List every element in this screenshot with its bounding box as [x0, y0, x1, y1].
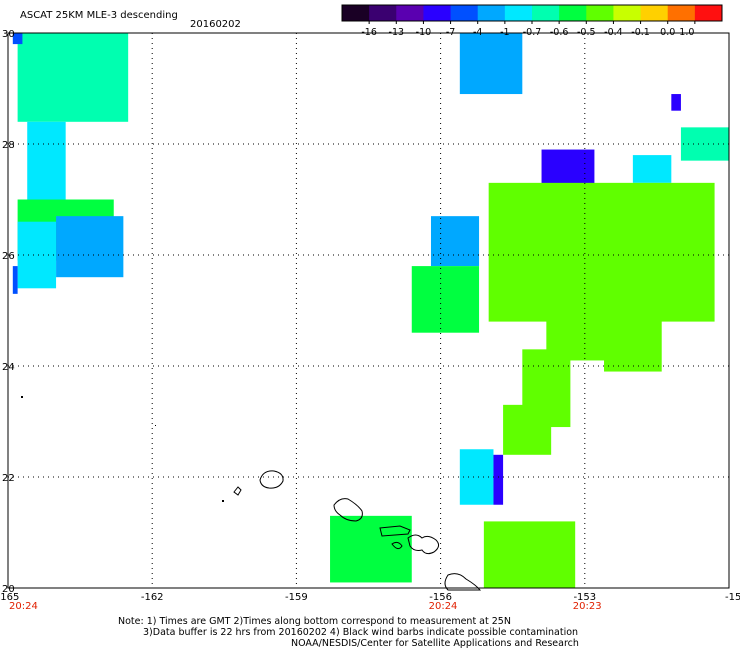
heatmap-cell-19 — [459, 449, 494, 505]
x-tick-label-0: -165 — [0, 592, 19, 603]
heatmap-cell-7 — [459, 33, 523, 95]
island-hawaii — [444, 573, 482, 591]
heatmap-cell-12 — [430, 216, 480, 267]
island-dot-3 — [222, 500, 224, 502]
heatmap-cell-16 — [604, 316, 662, 372]
colorbar-label-11: 0.0 — [660, 27, 675, 38]
island-dot-1 — [21, 396, 23, 398]
colorbar-segment-6 — [504, 5, 533, 21]
time-label-1: 20:24 — [429, 601, 458, 612]
x-tick-label-1: -162 — [141, 592, 164, 603]
heatmap-cell-4 — [56, 216, 124, 278]
colorbar-label-8: -0.5 — [577, 27, 596, 38]
colorbar-label-10: -0.1 — [631, 27, 650, 38]
island-maui — [407, 534, 440, 555]
colorbar-segment-2 — [396, 5, 424, 21]
heatmap-cell-13 — [411, 266, 480, 333]
heatmap-cell-22 — [330, 515, 412, 583]
heatmap-cell-20 — [493, 454, 504, 505]
colorbar-segment-1 — [369, 5, 397, 21]
island-outlines — [21, 396, 482, 591]
heatmap-cell-9 — [632, 155, 672, 183]
data-cells-layer — [12, 33, 729, 588]
heatmap-cell-0 — [17, 33, 129, 122]
y-tick-label-4: 22 — [2, 473, 15, 484]
colorbar-segment-10 — [613, 5, 642, 21]
chart-date: 20160202 — [190, 19, 241, 30]
island-niihau — [233, 486, 242, 496]
time-label-0: 20:24 — [9, 601, 38, 612]
time-label-2: 20:23 — [573, 601, 602, 612]
note-line-1: Note: 1) Times are GMT 2)Times along bot… — [118, 616, 511, 627]
heatmap-cell-6 — [12, 266, 18, 294]
colorbar-segment-7 — [532, 5, 560, 21]
colorbar: -16 -13 -10 -7 -4 -1 -0.7 -0.6 -0.5 -0.4 -0.1 0.0 1.… — [341, 4, 723, 38]
colorbar-label-1: -13 — [389, 27, 405, 38]
y-tick-label-2: 26 — [2, 251, 15, 262]
y-tick-label-3: 24 — [2, 362, 15, 373]
island-dot-2 — [155, 425, 156, 426]
colorbar-segment-3 — [423, 5, 452, 21]
y-tick-label-1: 28 — [2, 140, 15, 151]
chart-title: ASCAT 25KM MLE-3 descending — [20, 10, 178, 21]
x-tick-label-2: -159 — [285, 592, 308, 603]
colorbar-segment-12 — [667, 5, 696, 21]
axis-ticks: -165 -162 -159 -156 -153 -150 30 28 26 24 22 20 20:2… — [0, 29, 740, 612]
colorbar-segment-13 — [694, 5, 723, 21]
colorbar-segment-4 — [450, 5, 479, 21]
heatmap-cell-3 — [17, 221, 57, 289]
note-line-3: NOAA/NESDIS/Center for Satellite Applica… — [291, 638, 579, 649]
note-line-2: 3)Data buffer is 22 hrs from 20160202 4)… — [143, 627, 579, 638]
colorbar-segment-9 — [586, 5, 614, 21]
heatmap-cell-11 — [671, 94, 681, 111]
heatmap-cell-18 — [503, 404, 552, 455]
x-tick-label-3: -156 — [429, 592, 452, 603]
colorbar-segment-5 — [477, 5, 506, 21]
y-tick-label-5: 20 — [2, 584, 15, 595]
colorbar-label-12: 1.0 — [679, 27, 694, 38]
colorbar-label-9: -0.4 — [604, 27, 623, 38]
heatmap-cell-1 — [27, 121, 66, 200]
heatmap-cell-14 — [488, 182, 715, 322]
island-kauai — [259, 470, 284, 489]
colorbar-segment-11 — [640, 5, 669, 21]
plot-frame — [7, 32, 730, 589]
colorbar-label-2: -10 — [416, 27, 432, 38]
colorbar-segment-0 — [342, 5, 370, 21]
colorbar-label-6: -0.7 — [523, 27, 542, 38]
colorbar-segment-8 — [559, 5, 587, 21]
x-tick-label-4: -153 — [573, 592, 596, 603]
island-molokai — [379, 525, 411, 537]
y-tick-label-0: 30 — [2, 29, 15, 40]
colorbar-label-4: -4 — [473, 27, 482, 38]
colorbar-label-7: -0.6 — [550, 27, 569, 38]
heatmap-cell-5 — [12, 33, 23, 45]
island-oahu — [333, 498, 363, 522]
island-lanai — [391, 541, 403, 550]
colorbar-label-5: -1 — [500, 27, 509, 38]
x-tick-label-5: -150 — [725, 592, 740, 603]
heatmap-cell-21 — [483, 521, 576, 588]
colorbar-label-3: -7 — [446, 27, 455, 38]
colorbar-label-0: -16 — [361, 27, 377, 38]
